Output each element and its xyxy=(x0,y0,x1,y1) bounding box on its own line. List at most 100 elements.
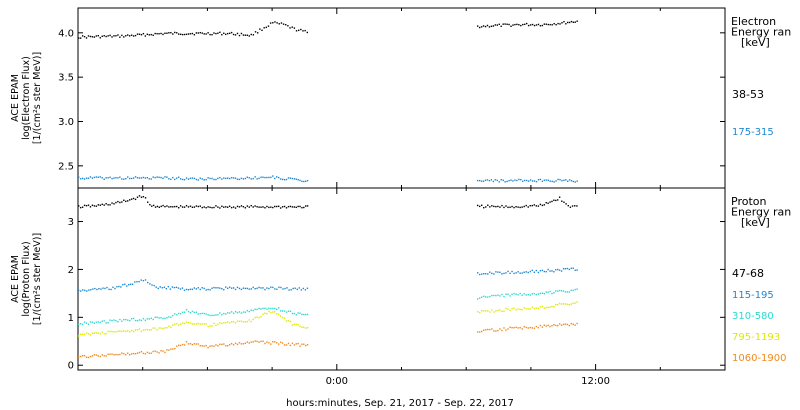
data-point xyxy=(291,312,294,315)
data-point xyxy=(558,323,561,325)
data-point xyxy=(517,308,519,310)
data-point xyxy=(168,206,170,208)
data-point xyxy=(560,324,563,326)
data-point xyxy=(195,343,198,345)
data-point xyxy=(128,199,131,201)
data-point xyxy=(129,283,132,285)
data-point xyxy=(127,352,129,354)
data-point xyxy=(257,32,259,34)
data-point xyxy=(211,206,213,209)
data-point xyxy=(523,325,525,328)
data-point xyxy=(80,290,82,292)
data-point xyxy=(557,268,559,271)
data-point xyxy=(543,23,546,25)
data-point xyxy=(181,322,184,324)
data-point xyxy=(85,332,88,334)
data-point xyxy=(103,333,105,335)
data-point xyxy=(299,345,301,347)
data-point xyxy=(289,320,292,323)
data-point xyxy=(189,322,192,324)
data-point xyxy=(134,34,137,37)
data-point xyxy=(234,34,237,36)
data-point xyxy=(291,26,293,28)
data-point xyxy=(201,206,203,209)
data-point xyxy=(529,270,531,273)
data-point xyxy=(134,329,137,331)
data-point xyxy=(558,302,561,305)
data-point xyxy=(101,203,103,206)
data-point xyxy=(156,329,158,331)
data-point xyxy=(285,207,288,209)
data-point xyxy=(563,20,565,23)
data-point xyxy=(207,314,209,316)
data-point xyxy=(248,206,250,208)
data-point xyxy=(185,341,188,343)
data-point xyxy=(91,321,94,323)
data-point xyxy=(81,355,84,357)
data-point xyxy=(99,204,101,206)
data-point xyxy=(167,285,170,288)
data-point xyxy=(201,345,203,347)
data-point xyxy=(252,206,254,208)
data-point xyxy=(232,344,235,346)
data-point xyxy=(228,286,231,288)
data-point xyxy=(283,317,286,319)
data-point xyxy=(507,206,509,209)
data-point xyxy=(304,344,307,347)
data-point xyxy=(91,36,94,38)
data-point xyxy=(121,330,123,333)
data-point xyxy=(254,308,256,310)
data-point xyxy=(512,24,514,26)
data-point xyxy=(535,205,538,207)
data-point xyxy=(549,306,551,308)
data-point xyxy=(244,342,247,344)
data-point xyxy=(485,206,487,208)
data-point xyxy=(177,287,180,289)
data-point xyxy=(238,311,241,313)
data-point xyxy=(500,179,502,181)
data-point xyxy=(228,343,231,346)
data-point xyxy=(283,178,286,181)
data-point xyxy=(493,330,495,332)
data-point xyxy=(79,333,82,336)
data-point xyxy=(227,321,229,323)
data-point xyxy=(515,293,517,295)
data-point xyxy=(78,355,80,358)
data-point xyxy=(535,307,538,309)
data-point xyxy=(498,181,500,183)
data-point xyxy=(272,175,274,177)
data-point xyxy=(217,323,219,325)
data-point xyxy=(168,316,170,318)
data-point xyxy=(107,330,109,333)
data-point xyxy=(276,22,278,24)
data-point xyxy=(567,180,569,183)
data-point xyxy=(223,206,225,208)
legend-title: Energy ran xyxy=(731,26,791,39)
data-point xyxy=(183,178,186,181)
data-point xyxy=(123,199,125,201)
data-point xyxy=(304,180,307,183)
data-point xyxy=(553,22,555,25)
data-point xyxy=(142,279,145,282)
data-point xyxy=(287,205,290,208)
data-point xyxy=(225,206,227,208)
data-point xyxy=(502,23,504,25)
data-point xyxy=(111,36,113,38)
data-point xyxy=(501,204,503,207)
data-point xyxy=(576,301,578,303)
data-point xyxy=(537,23,540,26)
data-point xyxy=(211,287,213,289)
data-point xyxy=(101,354,103,356)
data-point xyxy=(564,303,567,305)
data-point xyxy=(121,352,123,354)
data-point xyxy=(496,179,498,182)
data-point xyxy=(252,341,254,343)
data-point xyxy=(551,305,553,308)
data-point xyxy=(268,176,270,179)
data-point xyxy=(555,180,557,182)
data-point xyxy=(545,270,547,273)
data-point xyxy=(120,286,122,288)
data-point xyxy=(146,351,149,354)
data-point xyxy=(215,324,217,326)
data-point xyxy=(287,25,289,27)
